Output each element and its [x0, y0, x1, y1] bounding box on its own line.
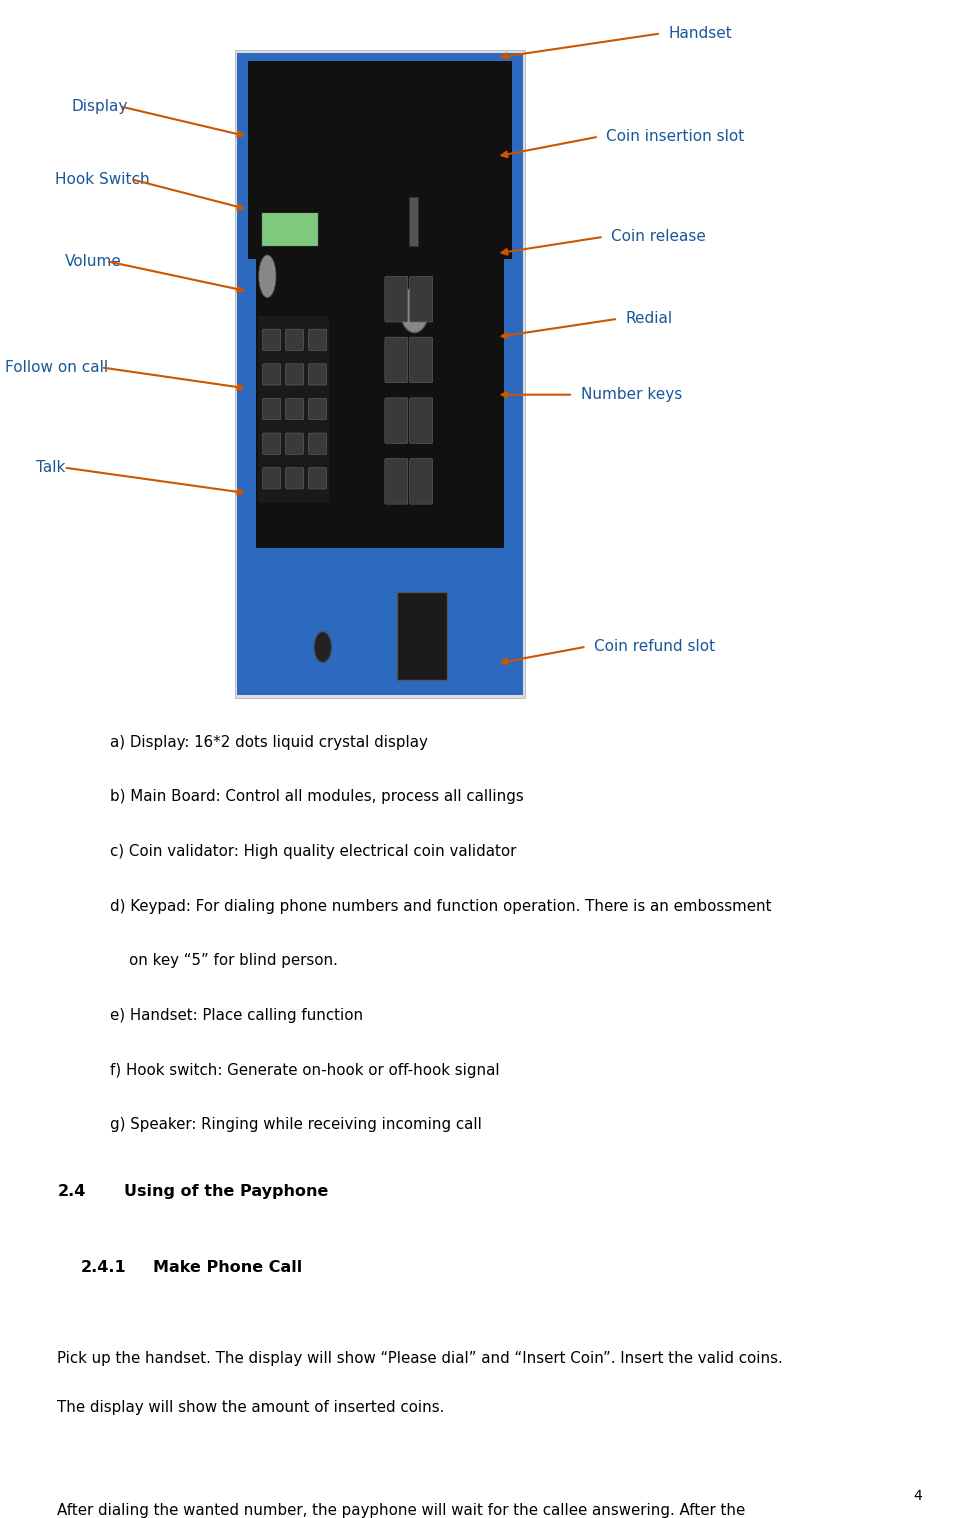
Ellipse shape [400, 287, 429, 332]
FancyBboxPatch shape [308, 329, 327, 351]
Text: Using of the Payphone: Using of the Payphone [124, 1184, 329, 1199]
Text: Pick up the handset. The display will show “Please dial” and “Insert Coin”. Inse: Pick up the handset. The display will sh… [57, 1351, 783, 1366]
Text: 4: 4 [913, 1489, 922, 1503]
FancyBboxPatch shape [410, 337, 433, 383]
Text: Handset: Handset [668, 26, 732, 41]
Text: c) Coin validator: High quality electrical coin validator: c) Coin validator: High quality electric… [110, 844, 517, 859]
FancyBboxPatch shape [410, 458, 433, 504]
FancyBboxPatch shape [248, 61, 512, 258]
FancyBboxPatch shape [237, 566, 523, 695]
Text: Number keys: Number keys [581, 387, 682, 402]
FancyBboxPatch shape [308, 364, 327, 386]
Text: Coin refund slot: Coin refund slot [594, 639, 715, 654]
FancyBboxPatch shape [308, 433, 327, 454]
FancyBboxPatch shape [263, 398, 281, 419]
FancyBboxPatch shape [385, 276, 408, 322]
FancyBboxPatch shape [263, 329, 281, 351]
FancyBboxPatch shape [286, 364, 304, 386]
FancyBboxPatch shape [409, 197, 418, 246]
FancyBboxPatch shape [410, 398, 433, 443]
FancyBboxPatch shape [385, 337, 408, 383]
FancyBboxPatch shape [286, 433, 304, 454]
FancyBboxPatch shape [263, 364, 281, 386]
FancyBboxPatch shape [263, 433, 281, 454]
FancyBboxPatch shape [286, 468, 304, 489]
Text: Coin insertion slot: Coin insertion slot [606, 129, 745, 144]
Text: e) Handset: Place calling function: e) Handset: Place calling function [110, 1008, 363, 1023]
FancyBboxPatch shape [308, 468, 327, 489]
FancyBboxPatch shape [385, 458, 408, 504]
Text: Talk: Talk [36, 460, 66, 475]
Text: 2.4.1: 2.4.1 [81, 1260, 127, 1275]
Text: g) Speaker: Ringing while receiving incoming call: g) Speaker: Ringing while receiving inco… [110, 1117, 481, 1132]
Text: f) Hook switch: Generate on-hook or off-hook signal: f) Hook switch: Generate on-hook or off-… [110, 1063, 499, 1078]
FancyBboxPatch shape [385, 398, 408, 443]
FancyBboxPatch shape [256, 226, 504, 548]
FancyBboxPatch shape [263, 468, 281, 489]
Ellipse shape [314, 631, 331, 662]
Text: on key “5” for blind person.: on key “5” for blind person. [110, 953, 338, 968]
FancyBboxPatch shape [286, 329, 304, 351]
FancyBboxPatch shape [308, 398, 327, 419]
Text: b) Main Board: Control all modules, process all callings: b) Main Board: Control all modules, proc… [110, 789, 523, 805]
Text: a) Display: 16*2 dots liquid crystal display: a) Display: 16*2 dots liquid crystal dis… [110, 735, 428, 750]
FancyBboxPatch shape [261, 213, 318, 246]
Text: d) Keypad: For dialing phone numbers and function operation. There is an embossm: d) Keypad: For dialing phone numbers and… [110, 899, 772, 914]
Text: 2.4: 2.4 [57, 1184, 86, 1199]
FancyBboxPatch shape [235, 50, 525, 698]
Text: Hook Switch: Hook Switch [55, 172, 150, 187]
Ellipse shape [259, 255, 276, 298]
Text: Redial: Redial [626, 311, 672, 326]
Text: Display: Display [72, 99, 128, 114]
Text: After dialing the wanted number, the payphone will wait for the callee answering: After dialing the wanted number, the pay… [57, 1503, 746, 1518]
FancyBboxPatch shape [237, 53, 523, 695]
Text: Volume: Volume [65, 254, 122, 269]
FancyBboxPatch shape [397, 592, 447, 680]
FancyBboxPatch shape [258, 316, 329, 502]
Text: Follow on call: Follow on call [5, 360, 108, 375]
FancyBboxPatch shape [410, 276, 433, 322]
Text: Make Phone Call: Make Phone Call [153, 1260, 302, 1275]
Text: The display will show the amount of inserted coins.: The display will show the amount of inse… [57, 1400, 445, 1415]
FancyBboxPatch shape [286, 398, 304, 419]
Text: Coin release: Coin release [611, 229, 706, 244]
